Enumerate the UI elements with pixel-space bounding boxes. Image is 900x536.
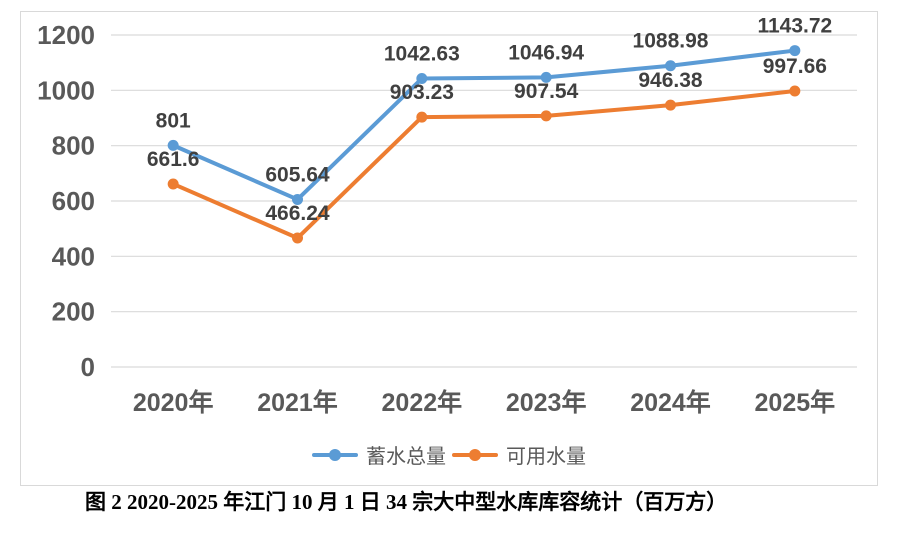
x-tick-label: 2021年	[257, 388, 338, 417]
chart-legend: 蓄水总量 可用水量	[21, 440, 877, 469]
y-tick-label: 400	[52, 241, 95, 271]
legend-line-marker-icon	[312, 448, 358, 461]
legend-item[interactable]: 蓄水总量	[312, 440, 446, 469]
legend-line-marker-icon	[452, 448, 498, 461]
x-tick-label: 2024年	[630, 388, 711, 417]
y-tick-label: 1200	[37, 20, 95, 50]
legend-label: 蓄水总量	[366, 446, 446, 468]
y-tick-label: 1000	[37, 75, 95, 105]
x-tick-label: 2025年	[755, 388, 836, 417]
legend-dot-icon	[329, 448, 341, 461]
series-line	[171, 88, 797, 241]
series-marker	[665, 60, 676, 72]
data-label: 661.6	[147, 148, 200, 171]
chart-frame: 0 200 400 600 800 1000 1200 2020年 2021年 2022年 2023…	[20, 11, 878, 486]
data-label: 907.54	[514, 80, 579, 103]
y-tick-label: 0	[81, 352, 95, 382]
y-tick-label: 800	[52, 131, 95, 161]
chart-caption: 图 2 2020-2025 年江门 10 月 1 日 34 宗大中型水库库容统计…	[85, 490, 728, 514]
x-tick-label: 2022年	[382, 388, 463, 417]
series-marker	[789, 85, 801, 97]
y-tick-label: 200	[52, 297, 95, 327]
data-label: 1143.72	[757, 15, 832, 38]
legend-dot-icon	[469, 448, 481, 461]
series-marker	[540, 110, 552, 122]
series-marker	[292, 193, 303, 205]
line-chart: 0 200 400 600 800 1000 1200 2020年 2021年 2022年 2023…	[37, 15, 857, 417]
data-label: 903.23	[390, 81, 454, 104]
series-line	[171, 48, 797, 202]
data-label: 466.24	[265, 202, 330, 225]
data-label: 801	[156, 109, 191, 132]
y-tick-label: 600	[52, 186, 95, 216]
legend-item[interactable]: 可用水量	[452, 440, 586, 469]
series-marker	[789, 45, 801, 57]
data-label: 946.38	[638, 69, 703, 92]
series-marker	[167, 178, 179, 190]
data-label: 1046.94	[508, 41, 584, 64]
series-marker	[416, 111, 428, 123]
data-label: 1088.98	[633, 30, 709, 53]
data-label: 1042.63	[384, 43, 460, 66]
series-marker	[167, 139, 179, 151]
legend-label: 可用水量	[506, 446, 586, 468]
series-marker	[540, 71, 552, 83]
data-label: 605.64	[265, 163, 330, 186]
x-tick-label: 2020年	[133, 388, 214, 417]
series-marker	[416, 73, 428, 85]
data-label: 997.66	[763, 55, 827, 78]
series-marker	[665, 99, 676, 111]
x-tick-label: 2023年	[506, 388, 587, 417]
series-marker	[292, 232, 303, 244]
